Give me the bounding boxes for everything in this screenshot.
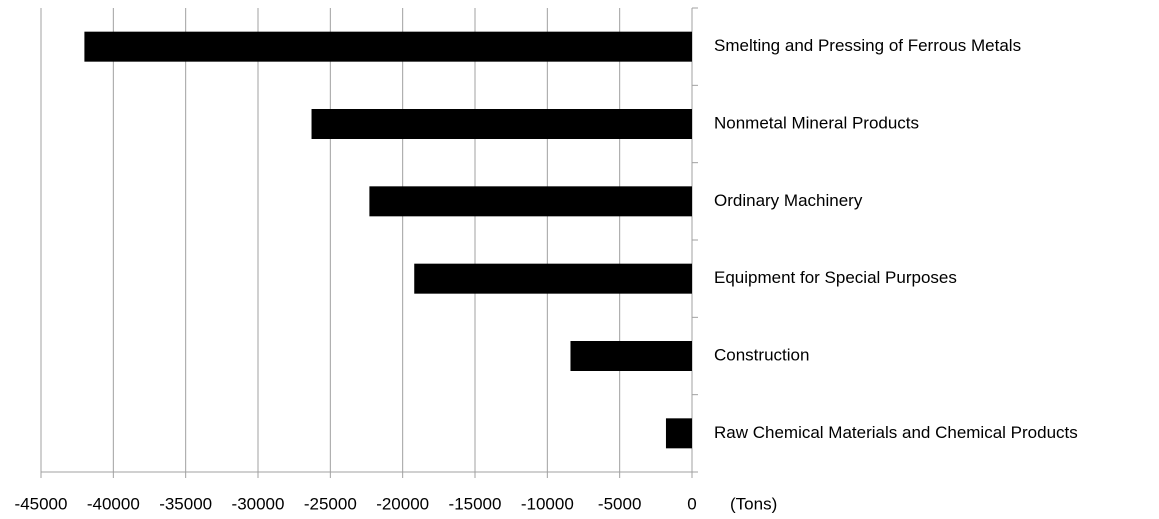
bar [665, 418, 692, 449]
x-tick-label: -35000 [159, 494, 212, 513]
y-tick-label: Equipment for Special Purposes [714, 268, 957, 287]
bar [570, 341, 692, 371]
x-tick-label: -20000 [376, 494, 429, 513]
x-tick-label: 0 [687, 494, 696, 513]
x-tick-label: -45000 [15, 494, 68, 513]
x-tick-label: -25000 [304, 494, 357, 513]
y-tick-label: Smelting and Pressing of Ferrous Metals [714, 36, 1021, 55]
y-tick-label: Construction [714, 345, 809, 364]
x-tick-label: -30000 [232, 494, 285, 513]
x-tick-label: -15000 [449, 494, 502, 513]
x-tick-label: -10000 [521, 494, 574, 513]
bar [369, 186, 692, 217]
y-tick-label: Nonmetal Mineral Products [714, 113, 919, 132]
x-tick-label: -40000 [87, 494, 140, 513]
bar [84, 31, 692, 62]
y-tick-label: Raw Chemical Materials and Chemical Prod… [714, 423, 1078, 442]
y-tick-label: Ordinary Machinery [714, 191, 863, 210]
x-axis-label: (Tons) [730, 494, 777, 513]
bar [414, 263, 692, 294]
bar [311, 109, 692, 139]
x-tick-label: -5000 [598, 494, 641, 513]
